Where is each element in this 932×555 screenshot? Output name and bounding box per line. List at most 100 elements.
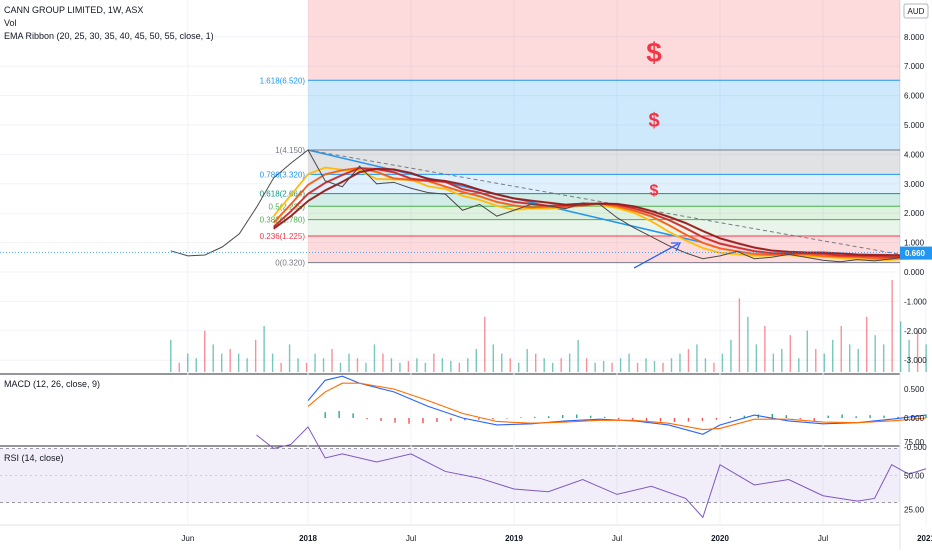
volume-bar [704, 358, 707, 372]
last-price-badge: 0.660 [900, 246, 932, 260]
volume-bar [331, 349, 333, 372]
price-tick-label: 2.000 [904, 209, 925, 218]
fib-zone [308, 149, 900, 175]
signal-line [307, 382, 927, 431]
volume-bar [865, 316, 868, 372]
volume-bar [560, 358, 562, 372]
volume-bars [170, 280, 927, 372]
time-tick-label: 2019 [505, 534, 523, 543]
fib-level-label: 0.618(2.664) [260, 190, 306, 199]
volume-bar [271, 353, 274, 372]
fib-zone [308, 219, 900, 236]
fib-level-label: 0.5(2.235) [269, 202, 306, 211]
volume-bar [526, 349, 528, 372]
rsi-tick-label: 75.00 [904, 438, 925, 447]
time-tick-label: 2020 [711, 534, 729, 543]
macd-histogram-bar [534, 416, 536, 418]
price-tick-label: -1.000 [904, 297, 927, 306]
macd-line [307, 375, 927, 435]
volume-bar [204, 330, 206, 372]
macd-panel [307, 375, 927, 435]
volume-bar [670, 358, 673, 372]
panel-frame [0, 0, 901, 550]
rsi-legend: RSI (14, close) [4, 453, 64, 463]
volume-bar [747, 316, 749, 372]
macd-histogram-bar [506, 418, 508, 419]
volume-bar [433, 353, 435, 372]
volume-bar [815, 349, 817, 372]
volume-legend: Vol [4, 18, 17, 28]
fib-zone [308, 174, 900, 194]
currency-badge[interactable]: AUD [903, 3, 929, 19]
volume-bar [458, 362, 461, 372]
macd-histogram-bar [408, 418, 410, 424]
volume-bar [840, 326, 842, 372]
macd-tick-label: 0.000 [904, 414, 925, 423]
volume-bar [823, 353, 825, 372]
macd-histogram-bar [645, 418, 648, 421]
volume-bar [653, 360, 656, 372]
macd-histogram-bar [925, 414, 927, 418]
volume-bar [365, 362, 367, 372]
fib-zone [308, 80, 900, 150]
volume-bar [908, 339, 910, 372]
fib-zone [308, 235, 900, 263]
axes: Jun2018Jul2019Jul2020Jul2021Jul2022Jul20… [181, 33, 932, 543]
macd-histogram-bar [799, 418, 801, 420]
macd-histogram-bar [520, 417, 522, 418]
macd-histogram-bar [575, 414, 578, 418]
volume-bar [781, 349, 783, 372]
macd-histogram-bar [380, 418, 382, 421]
macd-histogram-bar [785, 415, 787, 418]
volume-bar [246, 358, 248, 372]
volume-bar [789, 335, 792, 372]
volume-bar [568, 353, 571, 372]
macd-histogram-bar [492, 418, 494, 420]
fib-zones: 1.618(6.520) 1(4.150) 0.786(3.320) 0.618(2.… [260, 0, 900, 268]
macd-histogram-bar [715, 418, 718, 420]
volume-bar [178, 362, 180, 372]
volume-bar [772, 353, 775, 372]
volume-bar [916, 330, 919, 372]
volume-bar [798, 358, 800, 372]
volume-bar [594, 362, 596, 372]
macd-histogram-bar [743, 415, 746, 418]
fib-zone [308, 206, 900, 220]
volume-bar [899, 321, 902, 372]
macd-legend: MACD (12, 26, close, 9) [4, 379, 100, 389]
volume-bar [170, 339, 172, 372]
volume-bar [874, 335, 876, 372]
macd-histogram-bar [464, 418, 466, 421]
volume-bar [551, 362, 554, 372]
volume-bar [399, 362, 401, 372]
time-tick-label: Jul [818, 534, 828, 543]
volume-bar [764, 326, 766, 372]
macd-histogram-bar [855, 416, 857, 418]
dollar-annotation: $ [650, 183, 659, 200]
macd-tick-label: -0.500 [904, 443, 927, 452]
dollar-annotation: $ [648, 110, 659, 132]
macd-histogram-bar [450, 418, 452, 421]
macd-histogram-bar [701, 418, 704, 421]
volume-bar [373, 344, 376, 372]
volume-bar [832, 339, 834, 372]
volume-bar [237, 353, 240, 372]
volume-bar [611, 362, 613, 372]
volume-bar [382, 353, 384, 372]
rsi-tick-label: 50.00 [904, 472, 925, 481]
volume-bar [484, 316, 486, 372]
symbol-title: CANN GROUP LIMITED, 1W, ASX [4, 5, 143, 15]
volume-bar [280, 362, 282, 372]
price-tick-label: 6.000 [904, 92, 925, 101]
macd-histogram-bar [324, 412, 326, 418]
rsi-tick-label: 25.00 [904, 505, 925, 514]
ema-ribbon-line [273, 167, 927, 256]
volume-bar [891, 280, 893, 372]
price-tick-label: 7.000 [904, 62, 925, 71]
macd-histogram-bar [827, 415, 829, 418]
volume-bar [806, 330, 808, 372]
macd-histogram-bar [352, 413, 354, 418]
macd-histogram-bar [883, 415, 885, 418]
